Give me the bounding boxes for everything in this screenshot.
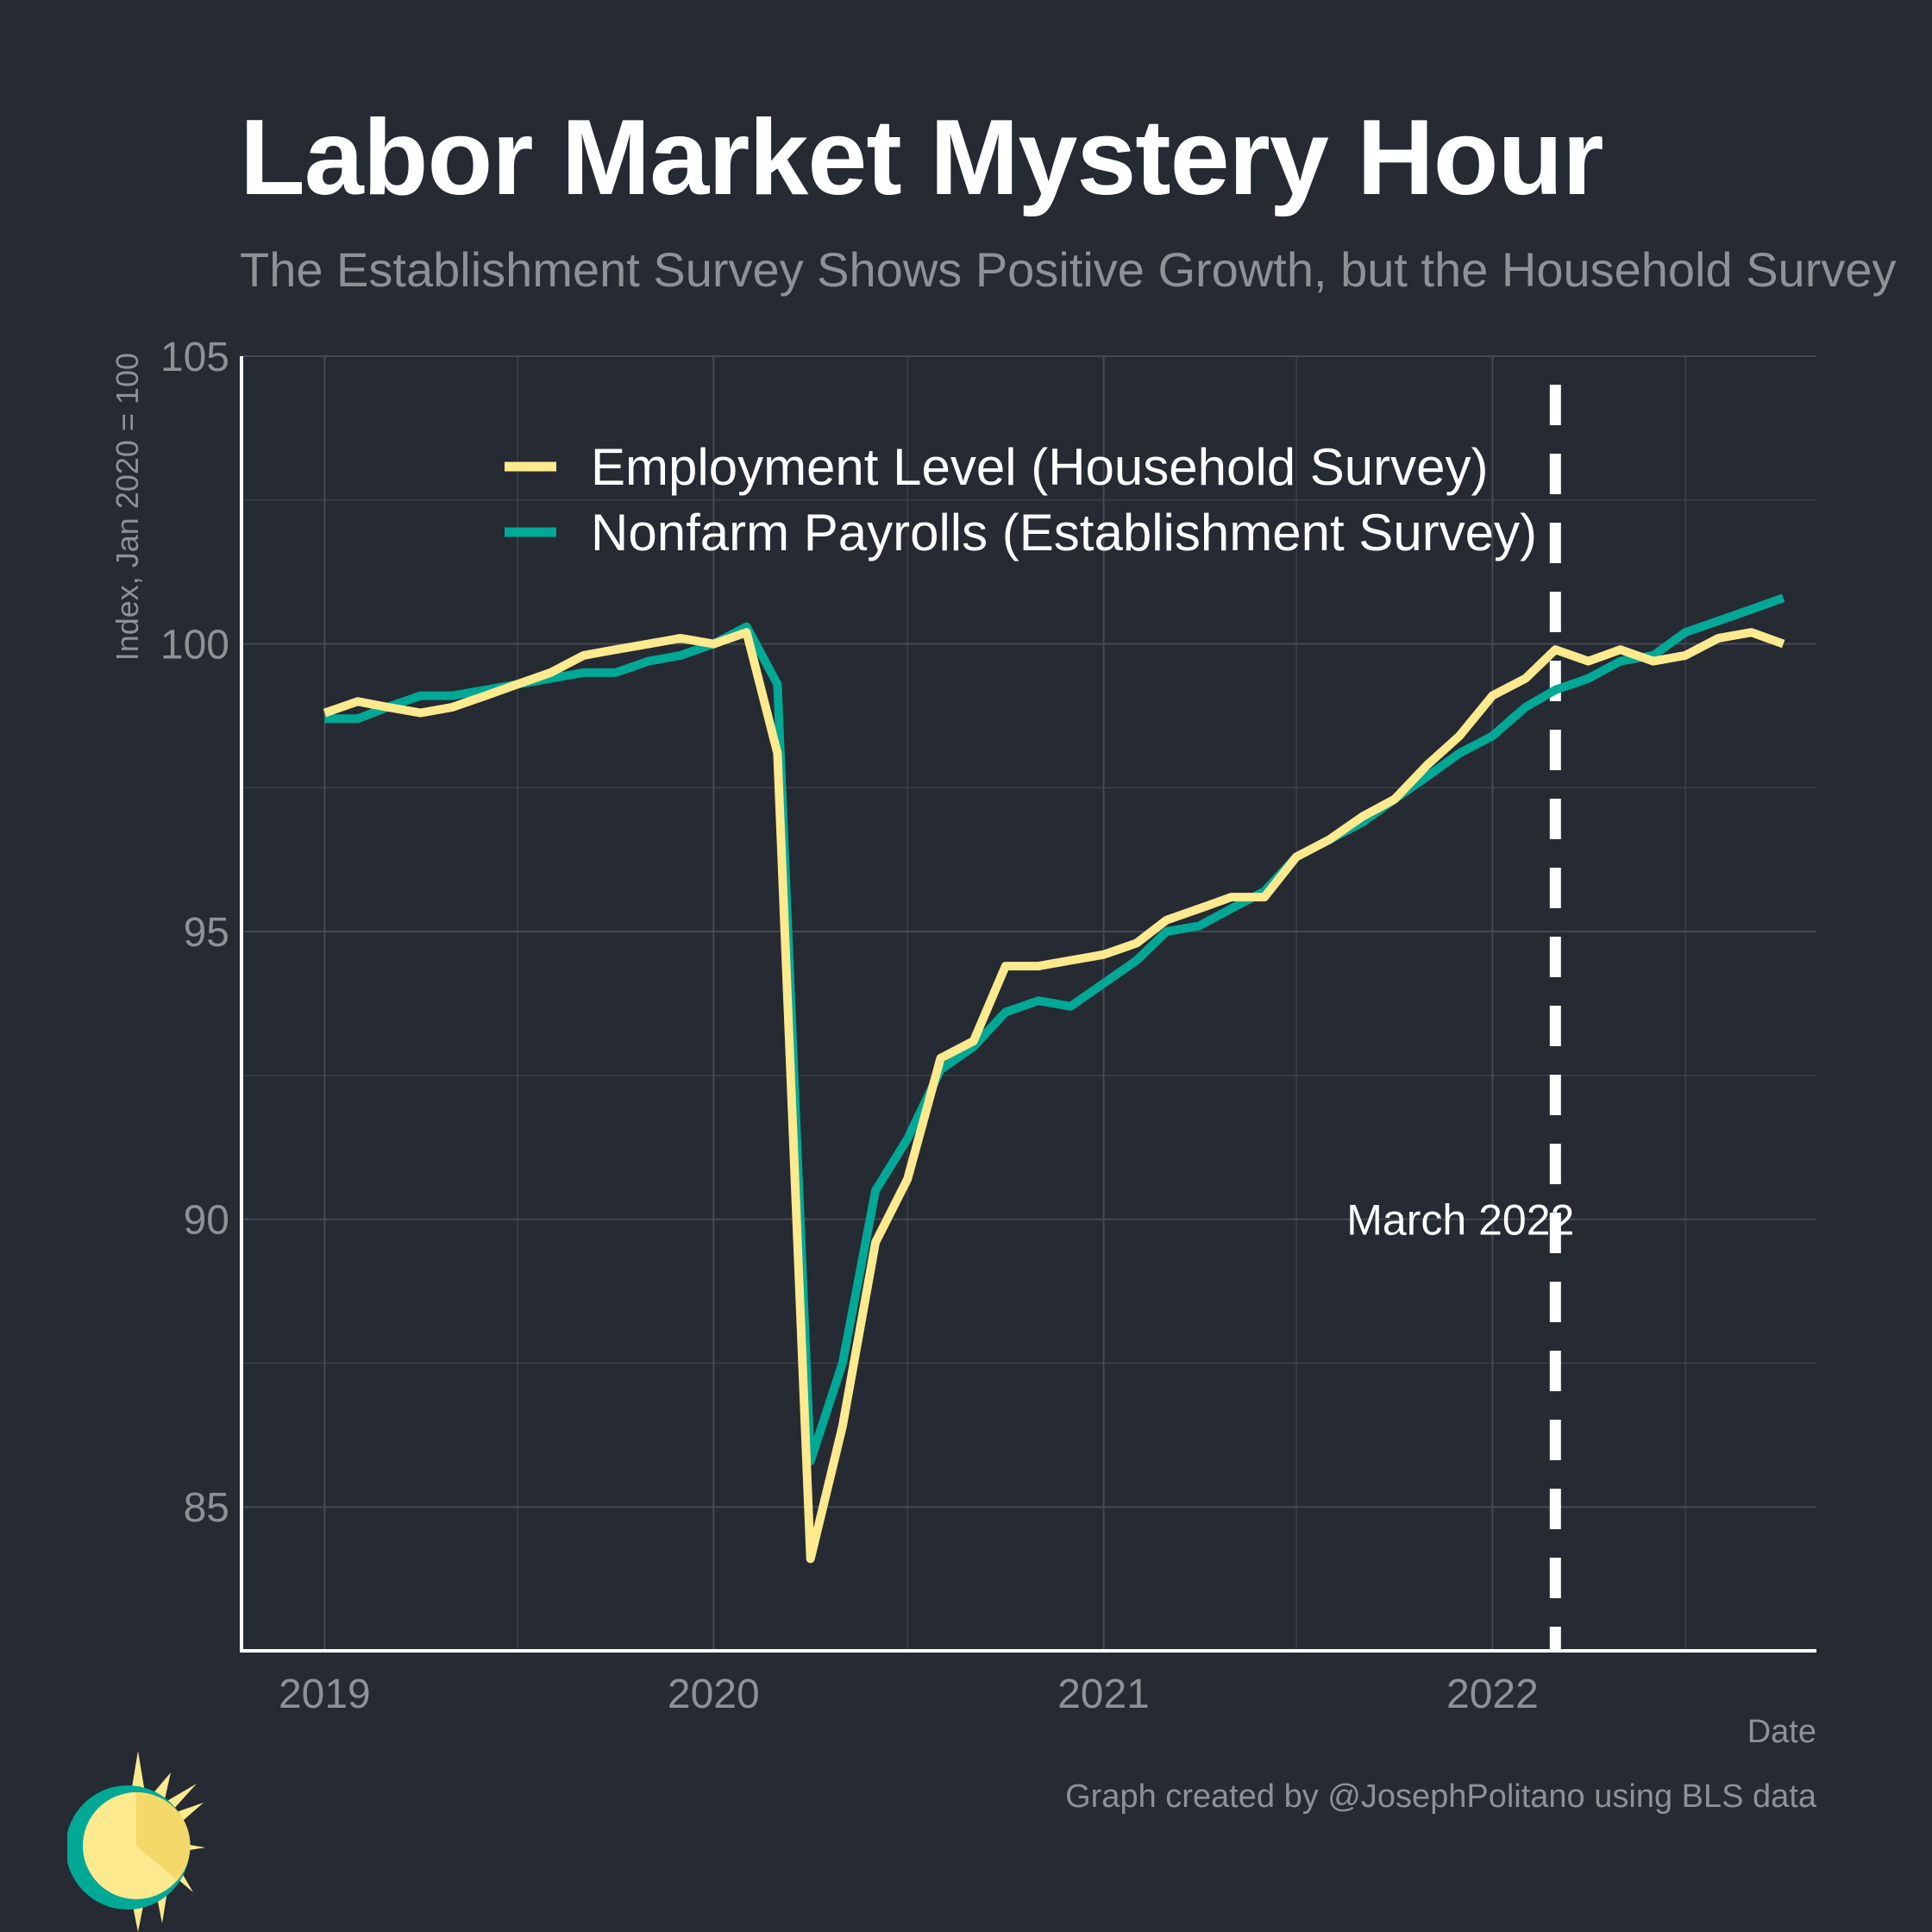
x-tick-label: 2019 (279, 1672, 371, 1717)
y-tick-labels: 85 90 95 100 105 (160, 335, 229, 1531)
x-axis-label: Date (1747, 1714, 1816, 1750)
series-line-household (323, 628, 1785, 1564)
legend: Employment Level (Household Survey) Nonf… (505, 438, 1537, 561)
x-tick-label: 2022 (1446, 1672, 1539, 1717)
legend-label-household: Employment Level (Household Survey) (591, 438, 1488, 496)
x-tick-label: 2021 (1057, 1672, 1150, 1717)
y-tick-label: 90 (184, 1198, 229, 1244)
series-lines (323, 593, 1785, 1564)
x-tick-labels: 2019 2020 2021 2022 (279, 1672, 1539, 1717)
legend-label-establishment: Nonfarm Payrolls (Establishment Survey) (591, 504, 1537, 561)
chart-subtitle: The Establishment Survey Shows Positive … (240, 242, 1897, 297)
y-tick-label: 105 (160, 335, 229, 380)
grid-lines (242, 355, 1816, 1652)
chart-title: Labor Market Mystery Hour (240, 98, 1604, 217)
x-tick-label: 2020 (668, 1672, 760, 1717)
source-caption: Graph created by @JosephPolitano using B… (1065, 1778, 1816, 1815)
sun-logo-icon (67, 1751, 205, 1932)
y-tick-label: 100 (160, 623, 229, 668)
march-2022-annotation: March 2022 (1346, 1196, 1574, 1245)
series-line-establishment (324, 593, 1785, 1465)
y-axis-label: Index, Jan 2020 = 100 (110, 353, 145, 661)
y-tick-label: 95 (184, 910, 229, 956)
y-tick-label: 85 (184, 1485, 229, 1531)
